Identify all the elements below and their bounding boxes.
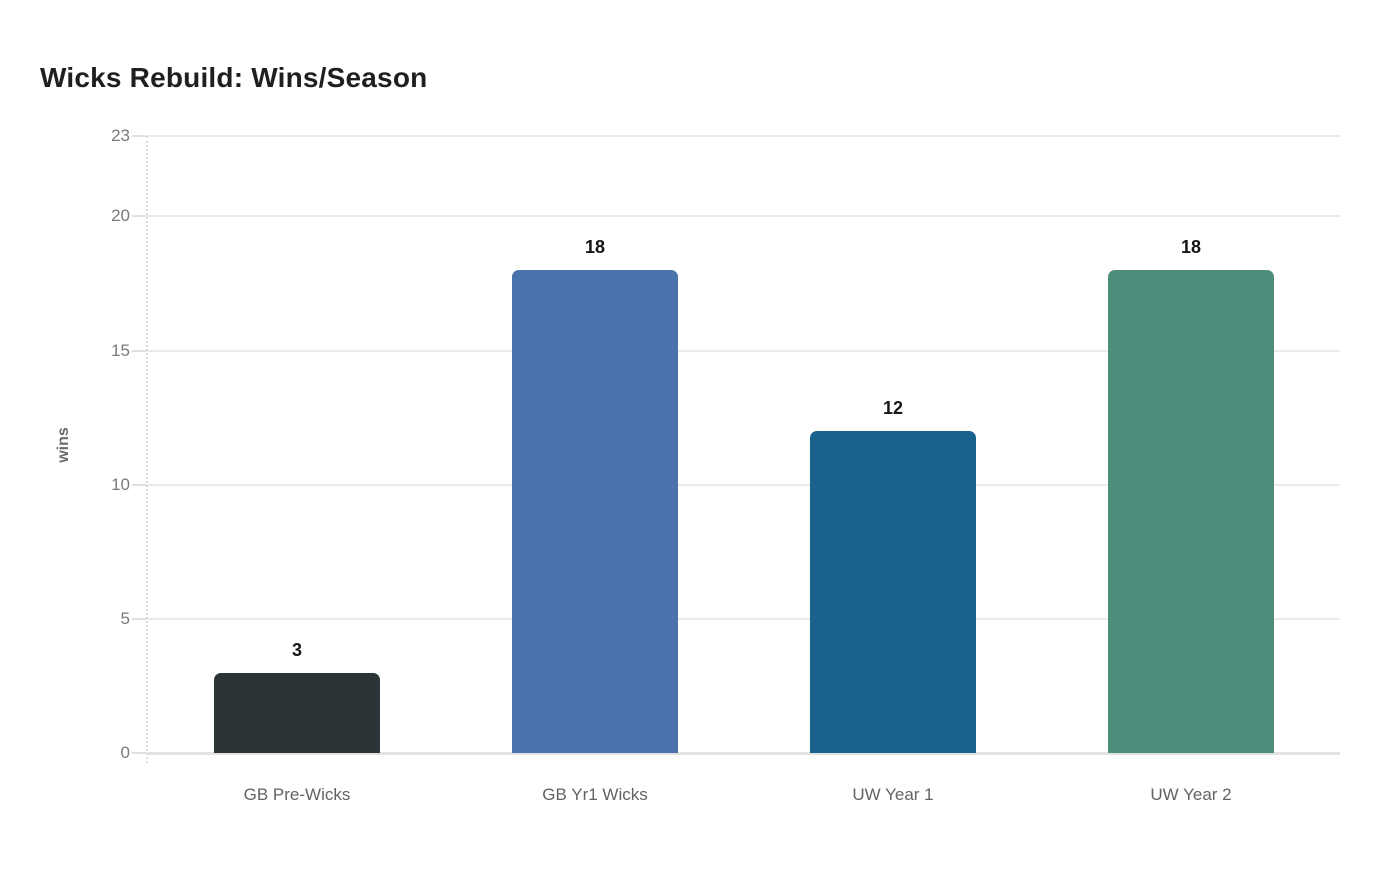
bar-uw-year-2 xyxy=(1108,270,1274,753)
y-tick-mark-5 xyxy=(132,617,147,620)
value-label-uw-year-2: 18 xyxy=(1180,237,1202,258)
y-axis-line xyxy=(146,136,148,763)
value-label-gb-pre-wicks: 3 xyxy=(291,639,303,660)
y-tick-label-15: 15 xyxy=(111,340,130,360)
x-tick-label-uw-year-2: UW Year 2 xyxy=(1150,785,1232,804)
y-tick-mark-10 xyxy=(132,483,147,486)
bar-uw-year-1 xyxy=(810,431,976,753)
y-tick-label-10: 10 xyxy=(111,474,130,494)
y-tick-label-23: 23 xyxy=(111,126,130,145)
y-tick-label-20: 20 xyxy=(111,206,130,226)
y-tick-mark-15 xyxy=(132,349,147,352)
gridline-5 xyxy=(148,617,1340,620)
value-label-gb-yr1-wicks: 18 xyxy=(584,237,606,258)
bar-gb-pre-wicks xyxy=(214,672,380,753)
chart-title: Wicks Rebuild: Wins/Season xyxy=(40,62,428,93)
x-tick-label-gb-pre-wicks: GB Pre-Wicks xyxy=(243,785,351,804)
y-tick-label-5: 5 xyxy=(120,608,130,628)
y-tick-label-0: 0 xyxy=(120,743,130,762)
bar-gb-yr1-wicks xyxy=(512,270,678,753)
value-label-uw-year-1: 12 xyxy=(882,398,904,419)
gridline-20 xyxy=(148,215,1340,218)
gridline-0 xyxy=(148,752,1340,755)
y-tick-mark-20 xyxy=(132,215,147,218)
gridline-23 xyxy=(148,135,1340,137)
y-axis-title: wins xyxy=(55,427,72,463)
gridline-10 xyxy=(148,483,1340,486)
y-tick-mark-23 xyxy=(132,135,147,137)
x-tick-label-uw-year-1: UW Year 1 xyxy=(852,785,934,804)
plot-area: 0 5 10 15 20 23 3 GB Pre-Wicks 18 GB Yr1 Wicks 12 U… xyxy=(111,126,1340,804)
y-tick-mark-0 xyxy=(132,752,147,754)
x-tick-label-gb-yr1-wicks: GB Yr1 Wicks xyxy=(542,785,648,804)
gridline-15 xyxy=(148,349,1340,352)
